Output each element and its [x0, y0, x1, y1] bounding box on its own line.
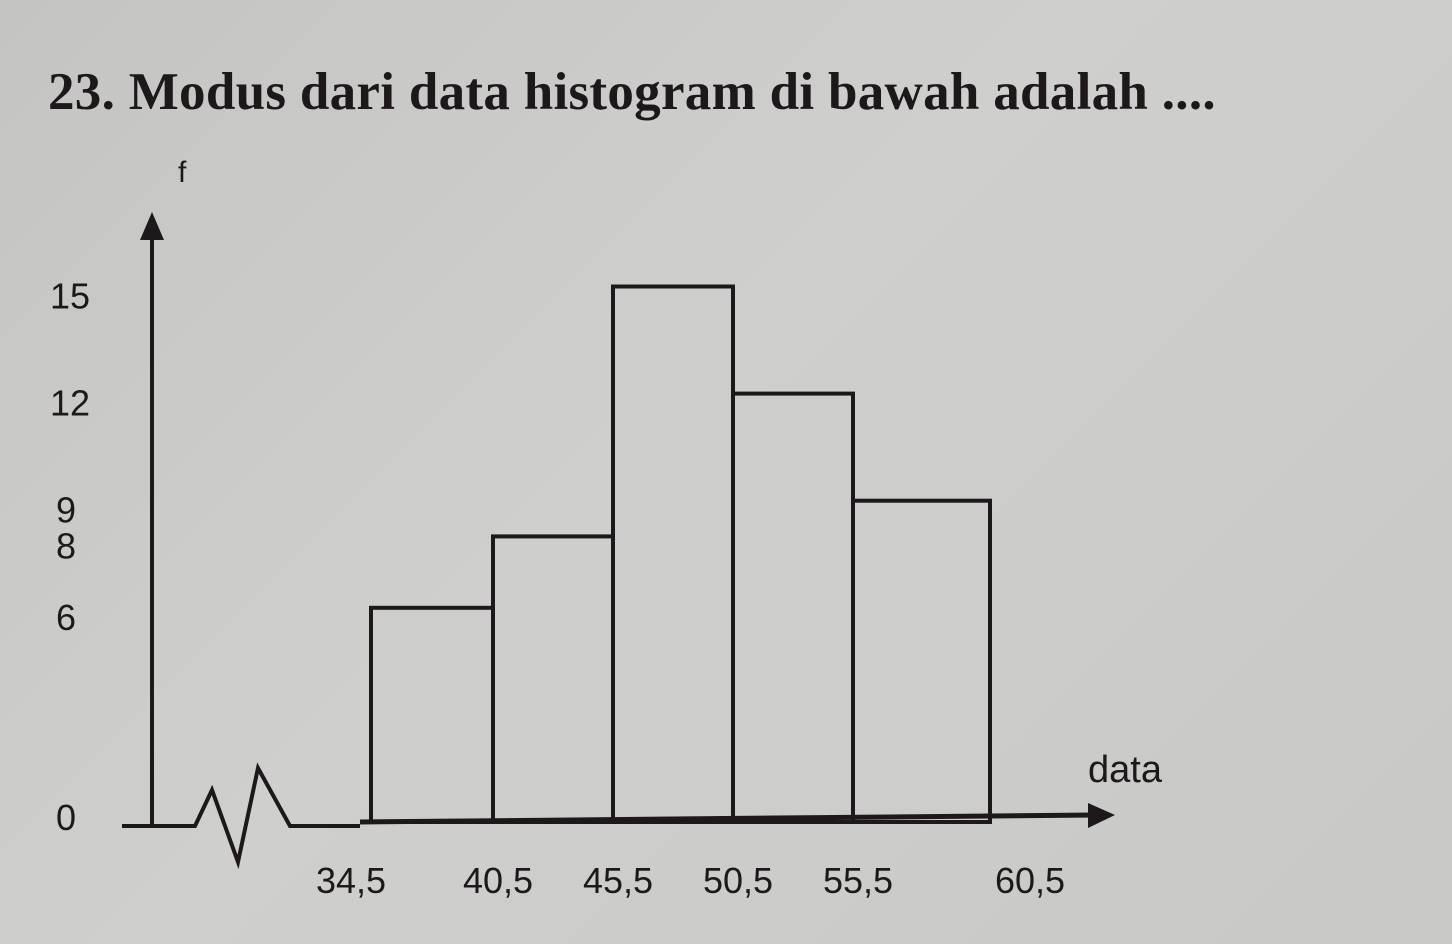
histogram-bar: [851, 498, 992, 824]
y-tick-label: 9: [56, 490, 76, 531]
x-axis-arrow-icon: [1088, 803, 1115, 828]
histogram-bar: [731, 391, 855, 824]
x-tick-label: 60,5: [995, 860, 1065, 901]
x-tick-label: 34,5: [316, 860, 386, 901]
x-tick-label: 40,5: [463, 860, 533, 901]
question-title: 23. Modus dari data histogram di bawah a…: [48, 63, 1216, 121]
x-tick-label: 50,5: [703, 860, 773, 901]
y-tick-label: 15: [50, 276, 90, 317]
y-tick-label: 12: [50, 383, 90, 424]
y-axis-label: f: [178, 156, 187, 189]
histogram-bar: [611, 284, 735, 824]
x-tick-label: 45,5: [583, 860, 653, 901]
histogram-bar: [369, 605, 495, 824]
y-tick-label: 8: [56, 525, 76, 566]
x-axis-label: data: [1088, 749, 1163, 791]
y-ticks: 0 6 89 12 15: [50, 276, 90, 839]
x-tick-label: 55,5: [823, 860, 893, 901]
bars-group: [369, 284, 992, 825]
x-axis: [359, 812, 1096, 825]
y-tick-label: 0: [56, 797, 76, 838]
x-ticks: 34,5 40,5 45,5 50,5 55,5 60,5: [316, 860, 1065, 901]
y-tick-label: 6: [56, 597, 76, 638]
histogram-bar: [491, 534, 615, 825]
x-axis-break: [122, 762, 360, 870]
y-axis-arrow-icon: [140, 212, 164, 240]
